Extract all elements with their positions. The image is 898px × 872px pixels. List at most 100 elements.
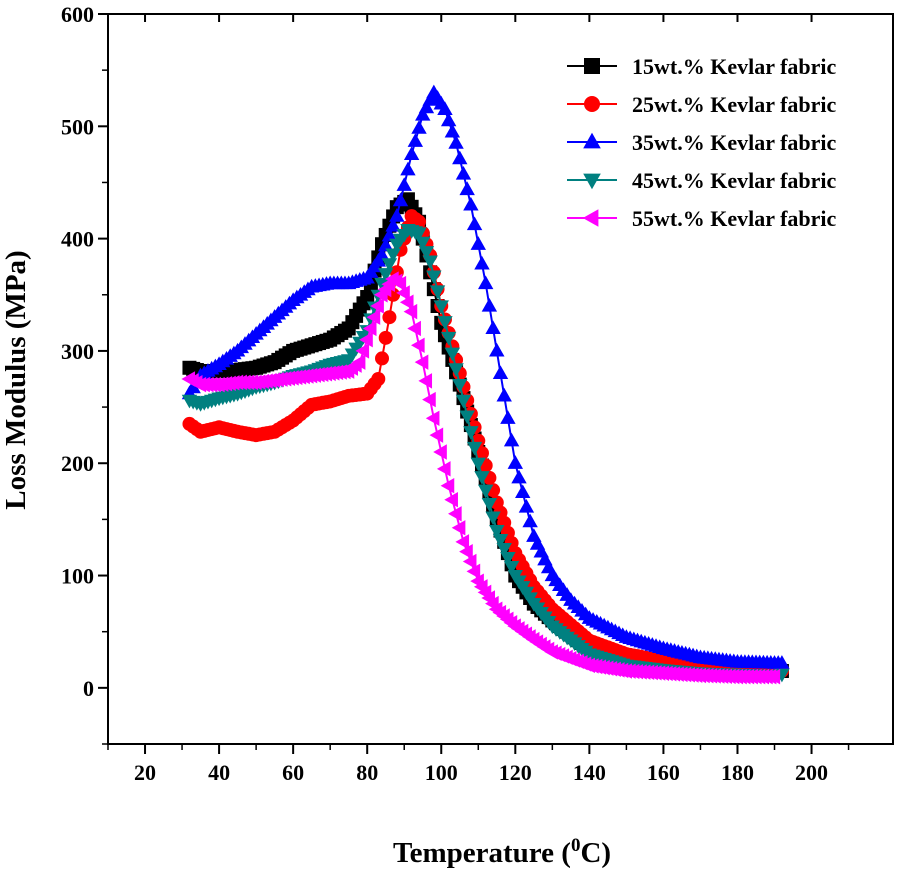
data-point: [411, 227, 427, 242]
plot-frame: [107, 13, 894, 745]
data-point: [403, 146, 420, 160]
data-point: [496, 542, 512, 557]
data-point: [518, 498, 535, 513]
data-point: [455, 534, 470, 550]
data-point: [455, 394, 472, 409]
data-point: [481, 297, 498, 312]
data-point: [584, 96, 600, 112]
data-point: [355, 343, 370, 359]
data-point: [385, 217, 401, 232]
legend-label: 55wt.% Kevlar fabric: [632, 206, 837, 231]
data-point: [410, 337, 425, 354]
data-point: [407, 320, 421, 337]
y-tick-label: 0: [83, 676, 94, 701]
data-point: [466, 216, 483, 231]
data-point: [429, 285, 446, 300]
data-point: [452, 379, 468, 393]
data-point: [381, 227, 398, 242]
y-tick-label: 100: [61, 564, 94, 589]
data-point: [403, 303, 418, 320]
x-axis-title-superscript: 0: [571, 835, 581, 856]
data-point: [444, 123, 461, 138]
data-point: [415, 107, 431, 121]
data-point: [583, 173, 601, 190]
data-point: [418, 99, 435, 114]
data-point: [392, 192, 409, 207]
x-tick-label: 120: [499, 760, 532, 785]
data-point: [463, 196, 479, 211]
data-point: [474, 255, 490, 270]
data-point: [426, 270, 442, 285]
data-point: [440, 112, 457, 127]
data-point: [470, 236, 486, 250]
data-point: [437, 101, 453, 116]
data-point: [392, 275, 407, 292]
legend-label: 45wt.% Kevlar fabric: [632, 168, 837, 193]
data-point: [360, 290, 375, 305]
x-axis-title-suffix: C): [580, 837, 611, 869]
data-point: [485, 511, 501, 526]
data-point: [396, 177, 412, 191]
data-point: [448, 135, 464, 149]
data-point: [466, 563, 481, 580]
y-tick-label: 300: [61, 339, 94, 364]
legend-label: 15wt.% Kevlar fabric: [632, 54, 837, 79]
data-point: [375, 351, 390, 366]
data-point: [370, 298, 384, 314]
y-tick-label: 200: [61, 451, 94, 476]
data-point: [459, 181, 475, 196]
series-layer: [181, 84, 790, 685]
data-point: [378, 237, 394, 252]
x-tick-label: 80: [356, 760, 378, 785]
data-point: [474, 446, 489, 461]
data-point: [389, 208, 405, 222]
data-point: [415, 236, 431, 251]
data-point: [470, 457, 486, 472]
data-point: [511, 469, 527, 484]
data-point: [362, 320, 377, 337]
data-point: [359, 331, 373, 348]
data-point: [522, 513, 538, 528]
data-point: [492, 365, 509, 379]
data-point: [500, 410, 516, 424]
data-point: [455, 165, 472, 180]
data-point: [489, 342, 505, 357]
data-point: [399, 294, 414, 310]
data-point: [448, 363, 464, 377]
data-point: [503, 432, 520, 447]
data-point: [452, 150, 468, 165]
data-point: [433, 300, 449, 315]
data-point: [433, 444, 447, 460]
data-point: [485, 320, 501, 335]
data-point: [396, 285, 410, 301]
data-point: [418, 246, 435, 260]
data-point: [378, 330, 393, 345]
x-tick-label: 140: [573, 760, 606, 785]
data-point: [583, 132, 601, 149]
data-point: [766, 668, 781, 685]
legend-item: 55wt.% Kevlar fabric: [567, 206, 837, 231]
data-point: [422, 391, 436, 408]
data-point: [422, 255, 438, 270]
data-point: [425, 410, 440, 427]
data-point: [444, 492, 458, 508]
legend-item: 45wt.% Kevlar fabric: [567, 168, 837, 193]
series-5: [181, 271, 781, 685]
y-tick-label: 400: [61, 227, 94, 252]
y-tick-label: 600: [61, 2, 94, 27]
legend-item: 35wt.% Kevlar fabric: [567, 130, 837, 155]
x-tick-label: 100: [425, 760, 458, 785]
data-point: [774, 655, 790, 669]
data-point: [466, 441, 483, 456]
data-point: [436, 461, 451, 477]
legend-label: 35wt.% Kevlar fabric: [632, 130, 837, 155]
data-point: [429, 427, 444, 443]
data-point: [474, 471, 490, 485]
data-point: [440, 477, 455, 494]
data-point: [437, 316, 453, 330]
data-point: [414, 354, 429, 370]
data-point: [382, 310, 397, 325]
axis-ticks: 20 40 60 80 100 120 140 160 180 200 0 100 200 300 400 5…: [61, 2, 850, 785]
data-point: [503, 560, 520, 575]
